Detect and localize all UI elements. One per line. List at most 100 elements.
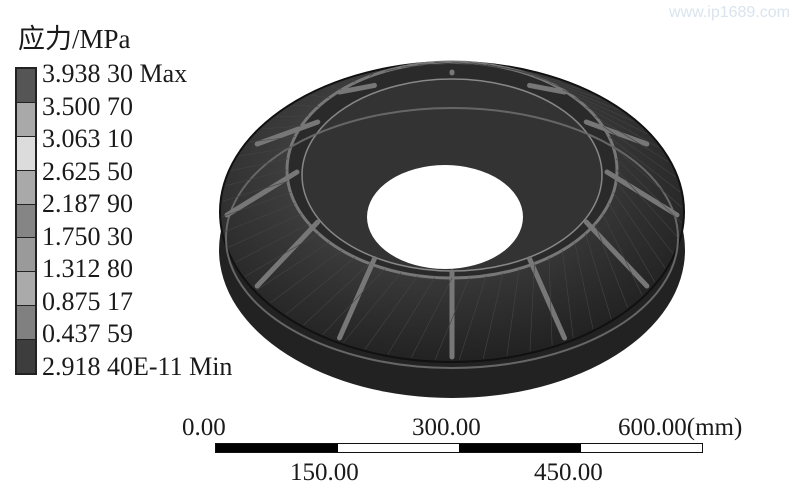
- mesh-line: [343, 272, 402, 343]
- rib: [527, 256, 567, 341]
- mesh-line: [616, 169, 679, 239]
- mesh-line: [482, 272, 504, 359]
- mesh-line: [602, 213, 643, 296]
- mesh-line: [292, 104, 319, 107]
- mesh-line: [231, 158, 288, 172]
- mesh-line: [225, 169, 288, 187]
- mesh-line: [235, 223, 310, 263]
- legend-band: [17, 204, 35, 239]
- mesh-line: [585, 233, 612, 319]
- mesh-line: [562, 89, 634, 122]
- mesh-line: [434, 62, 469, 65]
- mesh-line: [458, 275, 487, 361]
- mesh-line: [256, 242, 330, 291]
- mesh-line: [387, 277, 436, 355]
- mesh-line: [222, 181, 288, 202]
- mesh-line: [222, 192, 291, 217]
- mesh-line: [585, 106, 660, 148]
- legend-label: 1.312 80: [42, 254, 133, 283]
- mesh-line: [506, 268, 520, 356]
- mesh-line: [270, 250, 342, 303]
- mesh-line: [224, 203, 296, 233]
- rib: [254, 219, 321, 289]
- mesh-line: [400, 65, 421, 68]
- legend-band: [17, 340, 35, 374]
- mesh-line: [548, 257, 553, 346]
- scale-label-0: 0.00: [182, 414, 226, 441]
- rib: [254, 119, 321, 147]
- scale-label-600: 600.00(mm): [618, 414, 743, 441]
- rib: [583, 219, 650, 289]
- mesh-line: [249, 136, 296, 143]
- scale-segment: [216, 444, 338, 452]
- watermark: www.ip1689.com: [669, 4, 790, 21]
- rib: [337, 82, 377, 95]
- mesh-line: [534, 76, 601, 100]
- mesh-line: [608, 136, 681, 193]
- legend-label: 1.750 30: [42, 221, 133, 251]
- mesh-line: [303, 263, 370, 326]
- mesh-line: [608, 203, 655, 283]
- legend-label: 3.938 30 Max: [42, 59, 188, 88]
- legend-label: 0.875 17: [42, 286, 133, 316]
- mesh-line: [369, 72, 375, 77]
- scale-segment: [459, 444, 581, 452]
- scale-segment: [580, 444, 702, 452]
- legend-band: [17, 102, 35, 137]
- mesh-line: [574, 242, 594, 330]
- mesh-line: [384, 67, 398, 72]
- mesh-line: [574, 97, 648, 135]
- legend-label: 0.437 59: [42, 319, 133, 348]
- mesh-line: [310, 94, 330, 99]
- rib: [224, 169, 300, 218]
- rib: [583, 119, 650, 147]
- mesh-line: [351, 78, 356, 83]
- mesh-line: [594, 115, 669, 163]
- mesh-line: [285, 257, 356, 315]
- mesh-line: [519, 71, 582, 90]
- mesh-line: [239, 147, 291, 157]
- legend-label: 2.625 50: [42, 156, 133, 186]
- mesh-line: [613, 192, 666, 269]
- mesh-line: [451, 61, 493, 67]
- mesh-line: [434, 277, 470, 360]
- scale-segment: [337, 444, 459, 452]
- mesh-line: [548, 82, 619, 110]
- rib: [604, 169, 680, 218]
- scale-label-450: 450.00: [534, 459, 603, 486]
- legend-band: [17, 136, 35, 171]
- scale-label-150: 150.00: [290, 459, 359, 486]
- legend-band: [17, 238, 35, 273]
- scale-label-300: 300.00: [412, 414, 481, 441]
- legend-label: 3.500 70: [42, 91, 133, 121]
- legend-label: 2.918 40E-11 Min: [42, 351, 233, 381]
- mesh-line: [261, 125, 302, 130]
- rib: [527, 82, 567, 95]
- mesh-line: [411, 277, 453, 358]
- mesh-line: [594, 223, 628, 308]
- mesh-line: [502, 66, 561, 82]
- legend-band: [17, 69, 35, 103]
- color-legend-bar: [15, 67, 37, 375]
- legend-band: [17, 170, 35, 205]
- mesh-line: [562, 250, 574, 338]
- mesh-line: [322, 268, 386, 335]
- scale-bar: [215, 443, 703, 453]
- mesh-line: [228, 213, 302, 248]
- mesh-line: [244, 233, 319, 277]
- legend-band: [17, 272, 35, 307]
- mesh-lines: [222, 61, 683, 361]
- legend-label: 3.063 10: [42, 124, 133, 153]
- mesh-line: [613, 147, 683, 208]
- legend-title: 应力/MPa: [18, 24, 131, 54]
- mesh-line: [615, 181, 674, 254]
- mesh-line: [364, 275, 418, 350]
- mesh-line: [529, 263, 535, 352]
- legend-label: 2.187 90: [42, 189, 133, 218]
- tire-ribs: [224, 69, 680, 360]
- tire-hole: [367, 165, 523, 269]
- mesh-line: [330, 85, 342, 91]
- legend-band: [17, 306, 35, 341]
- mesh-line: [615, 158, 682, 224]
